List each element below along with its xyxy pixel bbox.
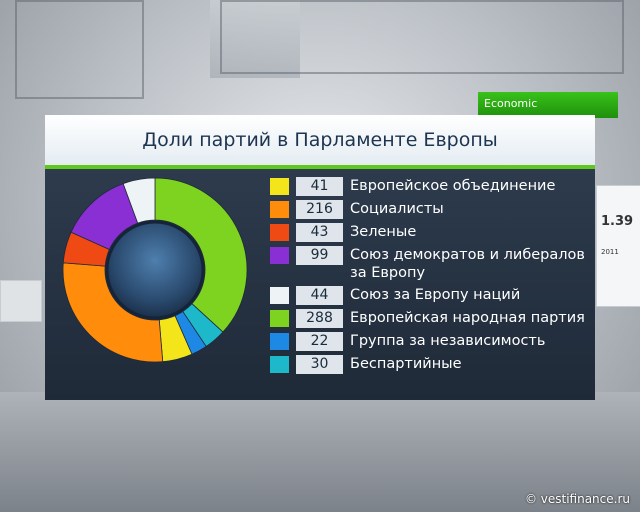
studio-floor xyxy=(0,392,640,512)
donut-chart xyxy=(62,177,248,363)
legend-item: 44 Союз за Европу наций xyxy=(270,284,595,307)
green-sign: Economic xyxy=(478,92,618,118)
chart-body: 41 Европейское объединение 216 Социалист… xyxy=(45,169,595,400)
legend-item: 22 Группа за независимость xyxy=(270,330,595,353)
legend-value: 41 xyxy=(296,177,343,196)
legend-label: Социалисты xyxy=(350,201,444,217)
legend-swatch xyxy=(270,333,289,350)
legend-swatch xyxy=(270,201,289,218)
legend-value: 43 xyxy=(296,223,343,242)
legend-swatch xyxy=(270,178,289,195)
source-credit: © vestifinance.ru xyxy=(524,492,630,506)
infographic-panel: Доли партий в Парламенте Европы 41 Европ… xyxy=(45,115,595,400)
studio-beam xyxy=(210,0,300,78)
legend-value: 216 xyxy=(296,200,343,219)
screen-value: 1.39 xyxy=(601,214,634,229)
legend-swatch xyxy=(270,310,289,327)
legend-value: 44 xyxy=(296,286,343,305)
legend-item: 30 Беспартийные xyxy=(270,353,595,376)
legend-label: Союз за Европу наций xyxy=(350,287,521,303)
chart-title: Доли партий в Парламенте Европы xyxy=(142,129,498,151)
legend-swatch xyxy=(270,224,289,241)
legend-swatch xyxy=(270,247,289,264)
background-screen: 1.39 2011 xyxy=(596,185,640,307)
title-bar: Доли партий в Парламенте Европы xyxy=(45,115,595,169)
screen-year: 2011 xyxy=(601,248,619,256)
legend-label: Европейская народная партия xyxy=(350,310,585,326)
donut-slice xyxy=(62,262,164,363)
legend-item: 41 Европейское объединение xyxy=(270,175,595,198)
studio-frame xyxy=(15,0,144,99)
donut-slice xyxy=(154,177,248,333)
legend-item: 99 Союз демократов и либералов за Европу xyxy=(270,244,595,284)
legend-value: 99 xyxy=(296,246,343,265)
legend-label: Союз демократов и либералов за Европу xyxy=(350,247,585,281)
legend-swatch xyxy=(270,356,289,373)
background-screen-left xyxy=(0,280,42,322)
legend-value: 288 xyxy=(296,309,343,328)
legend-value: 22 xyxy=(296,332,343,351)
studio-frame xyxy=(220,0,624,74)
legend-label: Зеленые xyxy=(350,224,417,240)
legend-swatch xyxy=(270,287,289,304)
donut-hole xyxy=(105,220,205,320)
donut-slice xyxy=(122,177,156,224)
legend-item: 43 Зеленые xyxy=(270,221,595,244)
legend: 41 Европейское объединение 216 Социалист… xyxy=(270,175,595,376)
legend-item: 288 Европейская народная партия xyxy=(270,307,595,330)
legend-label: Европейское объединение xyxy=(350,178,556,194)
legend-item: 216 Социалисты xyxy=(270,198,595,221)
legend-label: Беспартийные xyxy=(350,356,462,372)
legend-label: Группа за независимость xyxy=(350,333,546,349)
legend-value: 30 xyxy=(296,355,343,374)
sign-text: Economic xyxy=(484,97,538,110)
